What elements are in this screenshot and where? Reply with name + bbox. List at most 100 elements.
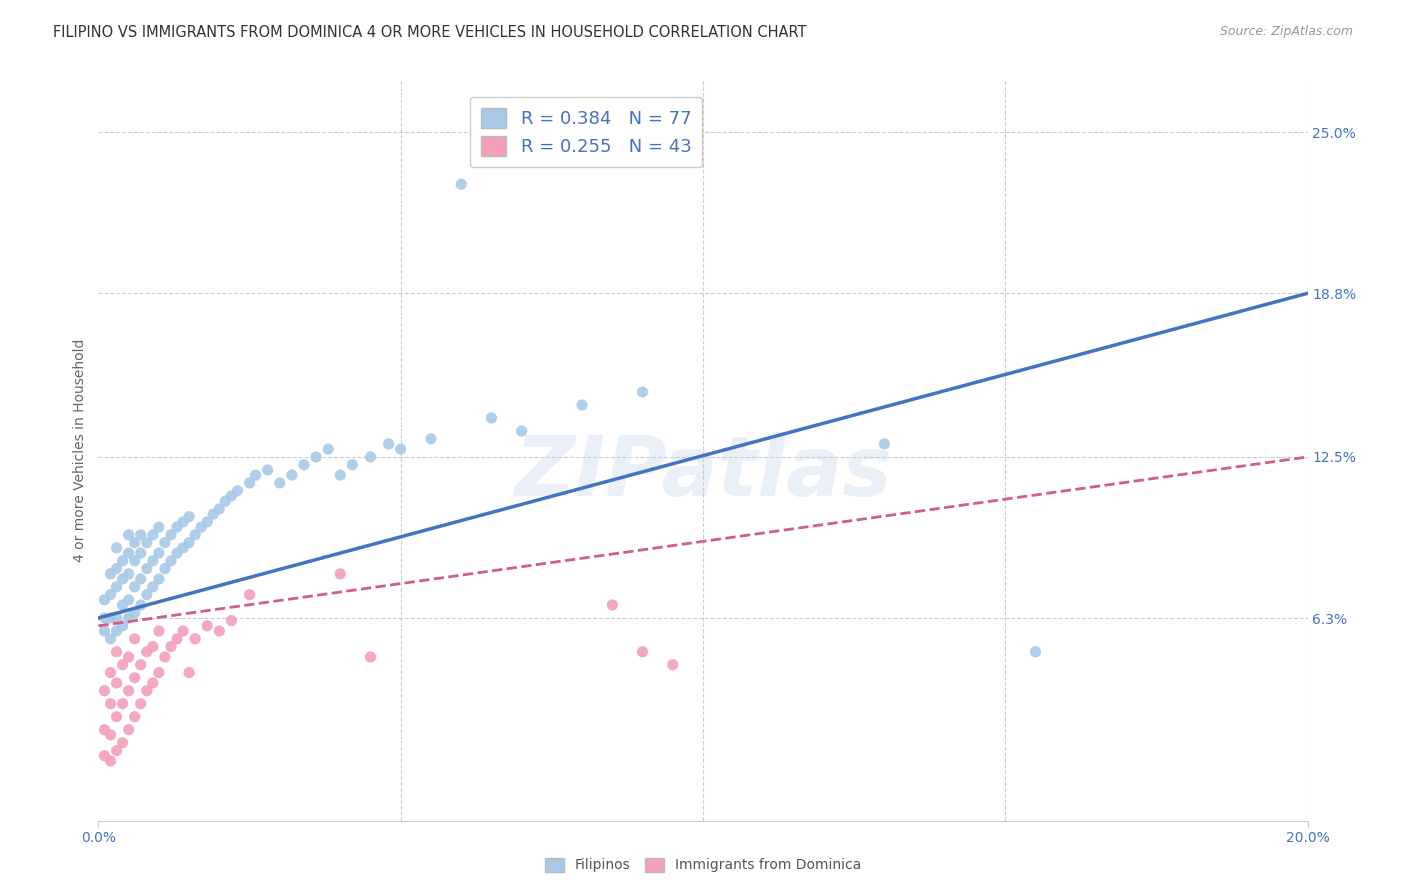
Point [93, 592, 115, 607]
Point [105, 624, 128, 638]
Point [105, 710, 128, 724]
Point [111, 554, 134, 568]
Point [184, 632, 207, 646]
Point [873, 437, 896, 451]
Point [111, 619, 134, 633]
Point [153, 535, 176, 549]
Legend: Filipinos, Immigrants from Dominica: Filipinos, Immigrants from Dominica [538, 852, 868, 878]
Point [153, 650, 176, 665]
Point [105, 611, 128, 625]
Point [111, 736, 134, 750]
Point [148, 546, 170, 560]
Point [142, 580, 165, 594]
Point [118, 723, 141, 737]
Point [135, 535, 157, 549]
Point [105, 541, 128, 555]
Point [179, 509, 201, 524]
Point [153, 562, 176, 576]
Point [93, 611, 115, 625]
Point [360, 450, 382, 464]
Point [148, 572, 170, 586]
Y-axis label: 4 or more Vehicles in Household: 4 or more Vehicles in Household [73, 339, 87, 562]
Point [450, 177, 472, 191]
Point [118, 528, 141, 542]
Point [111, 657, 134, 672]
Point [100, 611, 122, 625]
Point [93, 723, 115, 737]
Point [172, 541, 194, 555]
Point [118, 650, 141, 665]
Point [129, 546, 152, 560]
Point [129, 528, 152, 542]
Point [129, 598, 152, 612]
Point [195, 619, 218, 633]
Legend: R = 0.384   N = 77, R = 0.255   N = 43: R = 0.384 N = 77, R = 0.255 N = 43 [470, 96, 703, 168]
Point [571, 398, 593, 412]
Point [124, 606, 146, 620]
Point [226, 483, 249, 498]
Point [208, 502, 231, 516]
Point [160, 554, 183, 568]
Point [100, 665, 122, 680]
Point [111, 598, 134, 612]
Point [481, 411, 503, 425]
Point [166, 546, 188, 560]
Point [135, 588, 157, 602]
Point [129, 697, 152, 711]
Point [93, 624, 115, 638]
Point [602, 598, 624, 612]
Point [221, 489, 243, 503]
Point [118, 566, 141, 581]
Point [239, 475, 262, 490]
Point [256, 463, 278, 477]
Point [124, 580, 146, 594]
Point [118, 592, 141, 607]
Point [179, 665, 201, 680]
Point [118, 611, 141, 625]
Point [142, 528, 165, 542]
Point [269, 475, 291, 490]
Text: Source: ZipAtlas.com: Source: ZipAtlas.com [1219, 25, 1353, 38]
Point [221, 614, 243, 628]
Point [135, 683, 157, 698]
Text: FILIPINO VS IMMIGRANTS FROM DOMINICA 4 OR MORE VEHICLES IN HOUSEHOLD CORRELATION: FILIPINO VS IMMIGRANTS FROM DOMINICA 4 O… [53, 25, 807, 40]
Point [214, 494, 236, 508]
Point [142, 676, 165, 690]
Point [118, 683, 141, 698]
Point [124, 632, 146, 646]
Point [172, 624, 194, 638]
Point [100, 697, 122, 711]
Point [124, 710, 146, 724]
Point [100, 632, 122, 646]
Point [1024, 645, 1046, 659]
Point [292, 458, 315, 472]
Point [510, 424, 533, 438]
Point [208, 624, 231, 638]
Point [135, 562, 157, 576]
Point [329, 468, 352, 483]
Point [129, 657, 152, 672]
Point [377, 437, 399, 451]
Point [105, 676, 128, 690]
Point [135, 645, 157, 659]
Point [148, 624, 170, 638]
Point [100, 728, 122, 742]
Point [172, 515, 194, 529]
Point [148, 665, 170, 680]
Point [281, 468, 304, 483]
Point [239, 588, 262, 602]
Point [100, 566, 122, 581]
Point [124, 671, 146, 685]
Point [100, 588, 122, 602]
Point [179, 535, 201, 549]
Point [420, 432, 443, 446]
Point [105, 743, 128, 757]
Point [124, 535, 146, 549]
Point [93, 683, 115, 698]
Point [195, 515, 218, 529]
Point [160, 640, 183, 654]
Point [93, 748, 115, 763]
Point [166, 632, 188, 646]
Point [190, 520, 212, 534]
Point [118, 546, 141, 560]
